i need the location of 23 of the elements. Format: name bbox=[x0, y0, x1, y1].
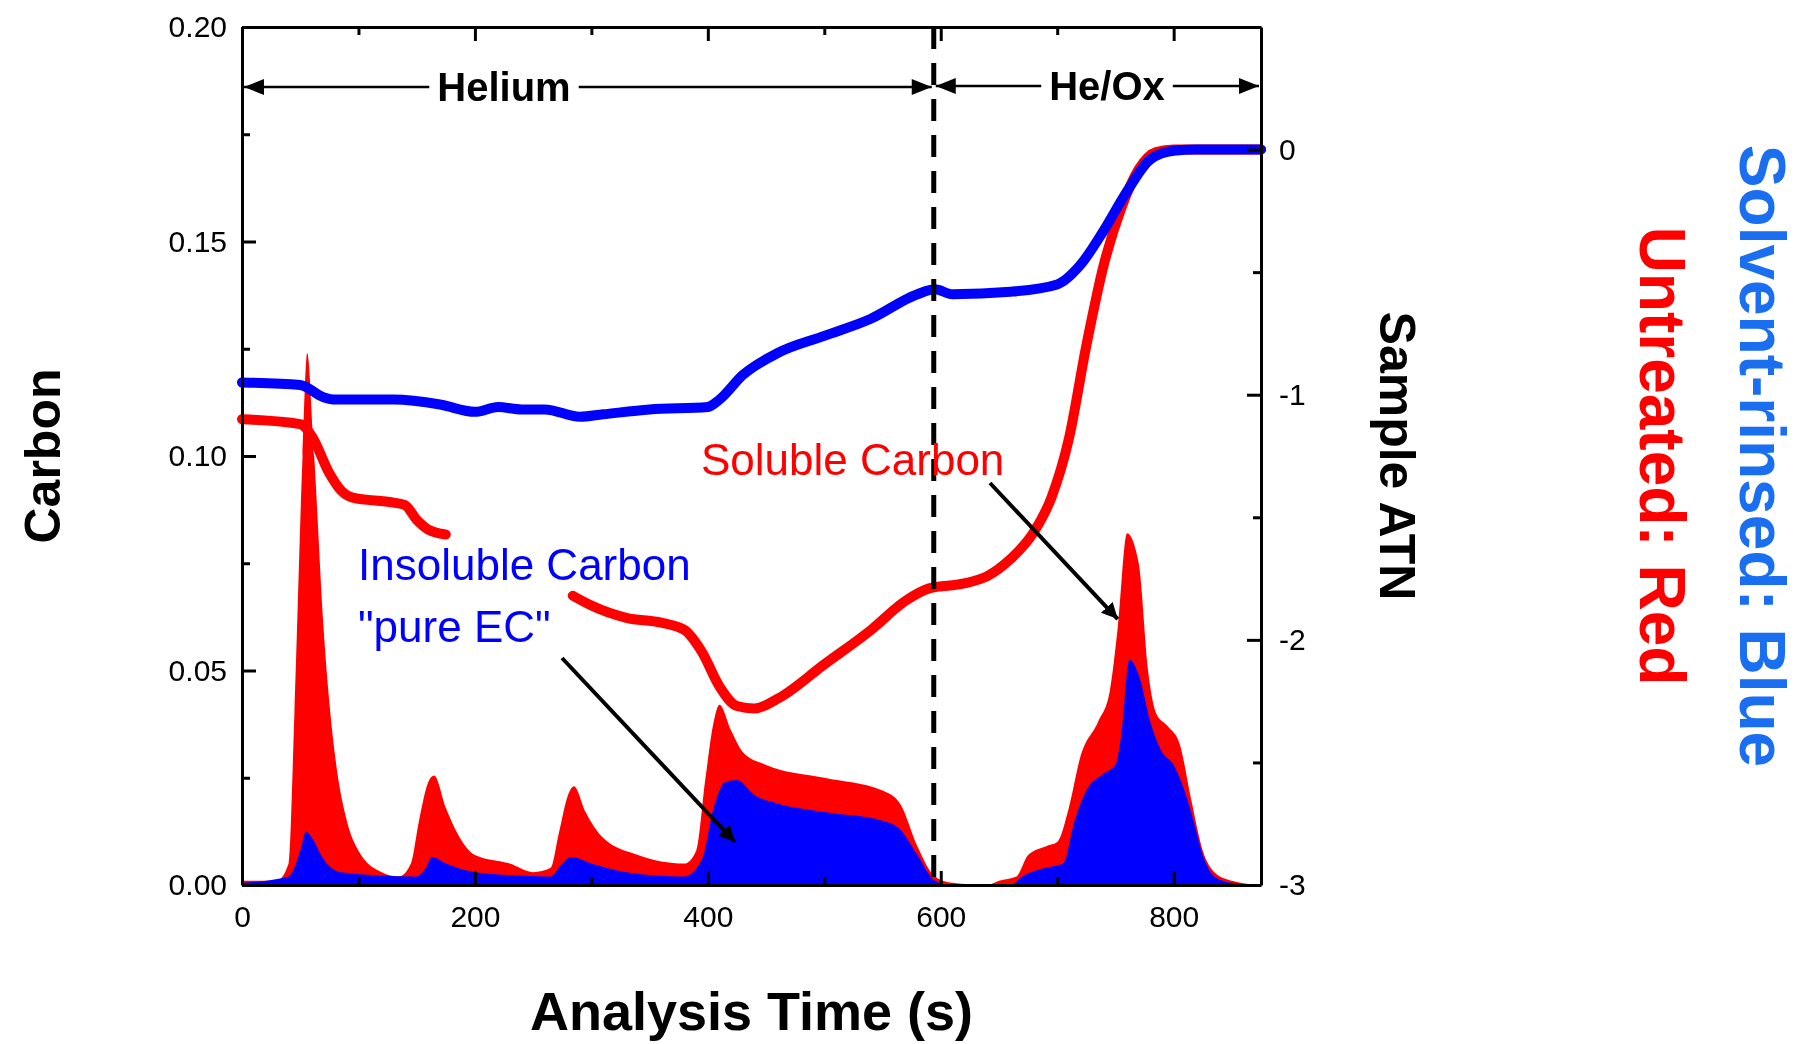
x-tick-label: 400 bbox=[683, 900, 734, 933]
x-tick-label: 800 bbox=[1149, 900, 1200, 933]
y2-tick-label: -1 bbox=[1279, 377, 1306, 411]
y2-tick-label: 0 bbox=[1279, 132, 1296, 166]
annotation: Insoluble Carbon "pure EC" bbox=[358, 540, 691, 651]
x-axis-title: Analysis Time (s) bbox=[529, 981, 974, 1041]
annotation: Soluble Carbon bbox=[701, 435, 1005, 484]
y2-tick-label: -2 bbox=[1279, 622, 1306, 656]
y2-tick-label: -3 bbox=[1279, 868, 1306, 902]
y-tick-label: 0.00 bbox=[168, 868, 227, 902]
y2-axis-title: Sample ATN bbox=[1369, 311, 1425, 601]
y-tick-label: 0.15 bbox=[168, 224, 227, 258]
y-tick-label: 0.20 bbox=[168, 10, 227, 44]
y-tick-label: 0.10 bbox=[168, 439, 227, 473]
x-tick-label: 200 bbox=[450, 900, 501, 933]
x-tick-label: 0 bbox=[234, 900, 251, 933]
y-axis-title: Carbon bbox=[15, 368, 71, 544]
text: Solvent-rinsed: Blue bbox=[1726, 144, 1798, 768]
text: Untreated: Red bbox=[1626, 226, 1698, 686]
annotation: Helium bbox=[437, 65, 571, 110]
x-tick-label: 600 bbox=[916, 900, 967, 933]
annotation: He/Ox bbox=[1049, 64, 1165, 108]
y-tick-label: 0.05 bbox=[168, 653, 227, 687]
